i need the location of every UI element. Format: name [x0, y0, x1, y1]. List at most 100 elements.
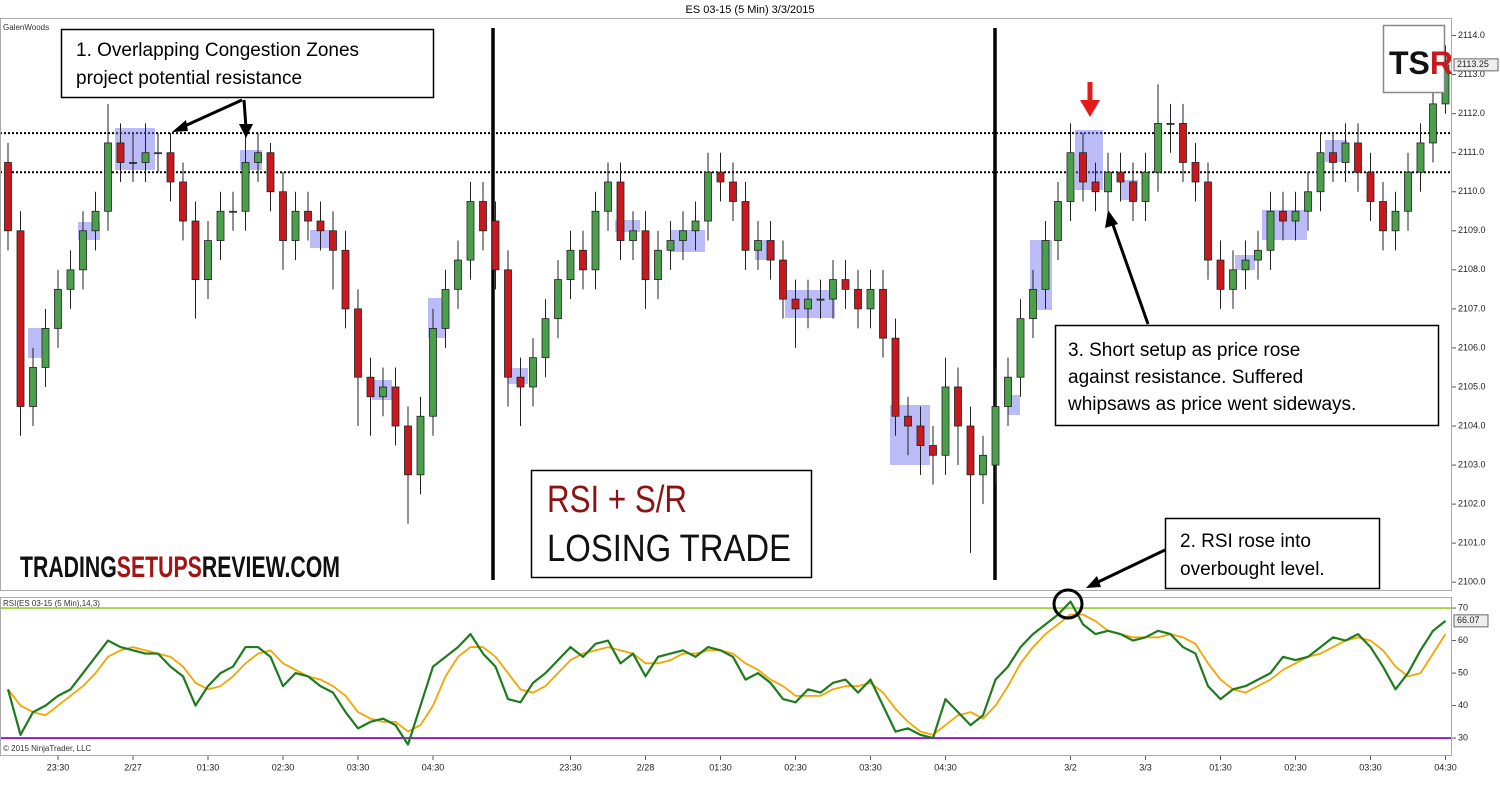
candle-body — [466, 201, 475, 261]
rsi-line — [6, 600, 1447, 746]
zone — [670, 230, 705, 252]
arrow-head — [1086, 576, 1101, 588]
y-tick-label: 2114.0 — [1458, 30, 1485, 40]
y-tick-label: 2112.0 — [1458, 108, 1485, 118]
x-tick-label: 03:30 — [859, 762, 882, 772]
y-tick-label: 2101.0 — [1458, 538, 1486, 548]
candle-body — [529, 357, 537, 388]
candle-body — [316, 220, 325, 232]
candle-body — [1154, 123, 1162, 173]
candle-body — [791, 298, 800, 310]
y-tick-label: 60 — [1458, 635, 1468, 645]
arrow — [1095, 548, 1166, 585]
annotation-line: whipsaws as price went sideways. — [1067, 394, 1356, 415]
y-tick-label: 2110.0 — [1458, 186, 1485, 196]
candle-body — [304, 210, 312, 222]
candle-body — [691, 220, 700, 232]
annotation-line: project potential resistance — [76, 68, 302, 89]
candle-body — [79, 230, 87, 271]
candle-body — [1254, 249, 1262, 261]
zone — [28, 328, 42, 358]
watermark-part: SETUPS — [117, 551, 202, 584]
annotation-line: against resistance. Suffered — [1068, 367, 1303, 388]
rsi-panel — [0, 597, 1452, 756]
candle-body — [291, 210, 300, 241]
candle-body — [104, 142, 112, 212]
x-tick-label: 23:30 — [47, 762, 70, 772]
account-label: GalenWoods — [3, 23, 49, 32]
candle-body — [454, 259, 462, 290]
candle-body — [141, 152, 150, 163]
candle-body — [191, 220, 200, 280]
x-tick-label: 23:30 — [559, 762, 582, 772]
candle-body — [1066, 152, 1075, 202]
x-tick-label: 02:30 — [1284, 762, 1307, 772]
candle-body — [241, 162, 250, 212]
layer-under — [0, 35, 1456, 740]
candle-body — [116, 142, 125, 163]
candle-body — [829, 279, 837, 300]
candle-body — [904, 415, 912, 427]
watermark: TRADINGSETUPSREVIEW.COM — [20, 551, 340, 584]
candle-body — [541, 318, 550, 359]
arrow — [1110, 221, 1150, 325]
candle-body — [866, 288, 875, 310]
candle-body — [1379, 201, 1387, 232]
candle-body — [1304, 191, 1312, 212]
candle-body — [1241, 259, 1250, 271]
candle-body — [179, 181, 187, 222]
x-tick-label: 01:30 — [1209, 762, 1232, 772]
candle-body — [1104, 171, 1112, 193]
x-tick-label: 02:30 — [784, 762, 807, 772]
x-tick-label: 01:30 — [197, 762, 220, 772]
candle-body — [804, 298, 812, 310]
candle-body — [604, 181, 612, 212]
candle-body — [1179, 123, 1187, 163]
annotation-box — [1164, 517, 1381, 590]
current-price-box — [1453, 58, 1499, 72]
candle-body — [666, 240, 675, 251]
candle-body — [1079, 152, 1087, 183]
x-tick-label: 3/3 — [1139, 762, 1152, 772]
highlight-circle — [1052, 588, 1084, 620]
candle-body — [154, 152, 162, 155]
current-value: 66.07 — [1457, 615, 1480, 625]
annotation-box — [60, 28, 435, 99]
candle-body — [516, 376, 525, 388]
x-tick-label: 2/28 — [637, 762, 655, 772]
copyright: © 2015 NinjaTrader, LLC — [3, 744, 92, 753]
arrow-head — [239, 124, 253, 138]
candle-body — [391, 386, 400, 427]
candle-body — [404, 425, 412, 476]
x-tick-label: 04:30 — [1434, 762, 1457, 772]
rsi-title: RSI(ES 03-15 (5 Min),14,3) — [3, 599, 100, 608]
candle-body — [1091, 181, 1100, 193]
candle-body — [1216, 259, 1225, 290]
candle-body — [1329, 152, 1337, 163]
y-tick-label: 2102.0 — [1458, 498, 1486, 508]
x-tick-label: 02:30 — [272, 762, 295, 772]
candle-body — [754, 240, 762, 251]
y-tick-label: 2104.0 — [1458, 420, 1486, 430]
candle-body — [1291, 210, 1300, 222]
candle-body — [216, 210, 225, 241]
candle-body — [679, 230, 687, 241]
candle-body — [1354, 142, 1362, 173]
candle-body — [1366, 171, 1375, 202]
current-value-box — [1453, 614, 1489, 628]
y-tick-label: 2103.0 — [1458, 459, 1486, 469]
candle-body — [1041, 240, 1050, 290]
candle-body — [816, 298, 825, 301]
candle-body — [1191, 162, 1200, 183]
candle-body — [1416, 142, 1425, 173]
candle-body — [1204, 181, 1212, 261]
y-tick-label: 70 — [1458, 602, 1468, 612]
candle-body — [41, 328, 50, 368]
candle-body — [1029, 288, 1037, 320]
watermark-part: TRADING — [20, 551, 117, 584]
candle-body — [1166, 123, 1175, 125]
y-tick-label: 2109.0 — [1458, 225, 1486, 235]
logo: TSR — [1389, 45, 1453, 81]
y-tick-label: 40 — [1458, 700, 1468, 710]
